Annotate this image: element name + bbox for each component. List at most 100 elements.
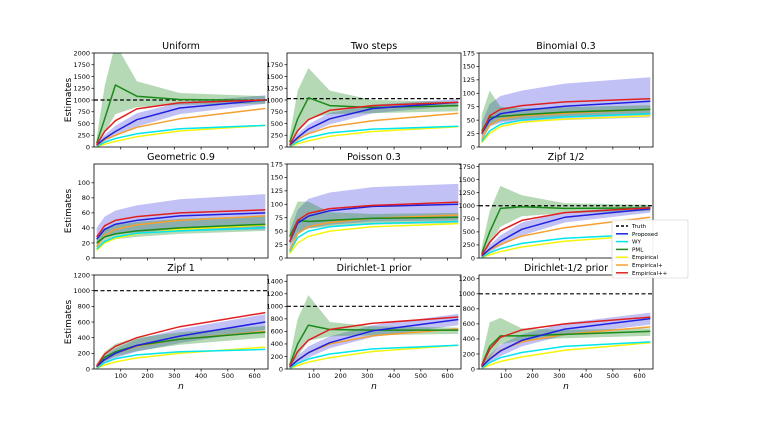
y-axis-label: Estimates (64, 299, 74, 344)
series-proposed (289, 101, 459, 146)
y-tick-label: 20 (82, 239, 90, 247)
y-tick-label: 75 (275, 214, 283, 222)
plot-frame (478, 274, 654, 370)
series-empirical (289, 222, 459, 255)
series-empirical (96, 224, 266, 252)
legend-label-empirical: Empirical+ (632, 263, 663, 269)
series-empirical (289, 112, 459, 147)
series-pml (481, 330, 651, 366)
y-tick-label: 500 (463, 228, 475, 236)
series-pml (96, 223, 266, 244)
series-wy (289, 344, 459, 369)
panel-zipf-1-2: Zipf 1/2 0 250 500 750 1000 1250 1500 1750 (458, 152, 654, 262)
x-tick-label: 400 (195, 372, 207, 380)
y-tick-label: 50 (467, 116, 475, 124)
legend-label-empirical: Empirical (632, 255, 658, 261)
y-tick-label: 600 (78, 318, 90, 326)
y-tick-label: 500 (78, 120, 90, 128)
band-pml (289, 295, 459, 368)
series-empirical (481, 234, 651, 258)
panel-title: Two steps (350, 41, 397, 52)
y-tick-label: 1400 (266, 278, 283, 286)
y-tick-label: 125 (463, 76, 475, 84)
series-empirical (289, 316, 459, 367)
y-tick-label: 200 (78, 350, 90, 358)
x-tick-label: 500 (222, 372, 234, 380)
y-tick-label: 150 (463, 63, 475, 71)
y-tick-label: 0 (471, 254, 475, 262)
y-tick-label: 1500 (73, 73, 90, 81)
series-wy (481, 341, 651, 369)
band-proposed (481, 77, 651, 139)
series-empirical (481, 97, 651, 134)
plot-area (287, 68, 461, 147)
panel-title: Dirichlet-1 prior (337, 263, 412, 274)
band-pml (96, 325, 266, 368)
y-tick-label: 250 (78, 132, 90, 140)
panel-poisson-0-3: Poisson 0.3 0 25 50 75 100 125 150 175 (271, 152, 462, 262)
series-empirical (96, 346, 266, 369)
legend-label-truth: Truth (631, 224, 647, 230)
series-empirical (96, 209, 266, 238)
series-empirical (289, 126, 459, 147)
x-tick-label: 100 (308, 372, 320, 380)
series-empirical (96, 124, 266, 147)
series-wy (289, 125, 459, 147)
legend-label-empirical: Empirical++ (632, 271, 668, 277)
x-tick-label: 400 (580, 372, 592, 380)
y-tick-label: 1000 (73, 96, 90, 104)
y-tick-label: 800 (463, 305, 475, 313)
y-tick-label: 0 (279, 254, 283, 262)
plot-area (94, 290, 268, 369)
y-tick-label: 250 (463, 241, 475, 249)
y-tick-label: 25 (467, 130, 475, 138)
y-tick-label: 1500 (266, 73, 283, 81)
y-tick-label: 1250 (458, 189, 475, 197)
y-tick-label: 0 (86, 254, 90, 262)
panel-geometric-0-9: Geometric 0.9 0 20 40 60 80 100 Estimates (64, 152, 269, 262)
legend-label-proposed: Proposed (632, 232, 658, 238)
plot-frame (93, 163, 269, 259)
plot-area (288, 183, 459, 255)
y-tick-label: 125 (271, 187, 283, 195)
x-tick-label: 600 (248, 372, 260, 380)
y-tick-label: 0 (279, 143, 283, 151)
series-proposed (96, 321, 266, 368)
y-tick-label: 0 (86, 365, 90, 373)
y-tick-label: 100 (271, 201, 283, 209)
legend-label-wy: WY (632, 240, 642, 246)
y-tick-label: 2000 (73, 49, 90, 57)
series-proposed (481, 317, 651, 368)
y-tick-label: 0 (471, 365, 475, 373)
y-tick-label: 0 (86, 143, 90, 151)
y-tick-label: 1200 (266, 290, 283, 298)
series-empirical (481, 115, 651, 144)
x-tick-label: 300 (553, 372, 565, 380)
plot-frame (478, 163, 654, 259)
series-proposed (481, 100, 651, 134)
y-axis-label: Estimates (64, 77, 74, 122)
panel-title: Dirichlet-1/2 prior (524, 263, 608, 274)
y-tick-label: 1750 (73, 61, 90, 69)
y-tick-label: 75 (467, 103, 475, 111)
y-tick-label: 1000 (266, 96, 283, 104)
y-tick-label: 1000 (266, 303, 283, 311)
plot-frame (478, 52, 654, 148)
band-proposed (289, 313, 459, 369)
y-tick-label: 600 (463, 320, 475, 328)
y-tick-label: 1500 (458, 176, 475, 184)
x-tick-label: 600 (441, 372, 453, 380)
series-empirical (481, 207, 651, 256)
series-wy (96, 227, 266, 250)
legend-box (611, 219, 689, 279)
x-tick-label: 500 (607, 372, 619, 380)
y-tick-label: 500 (271, 120, 283, 128)
y-tick-label: 400 (271, 340, 283, 348)
x-tick-label: 200 (141, 372, 153, 380)
y-tick-label: 100 (463, 90, 475, 98)
series-empirical (288, 201, 459, 243)
panel-title: Poisson 0.3 (347, 152, 401, 163)
panel-title: Zipf 1 (167, 263, 195, 274)
y-tick-label: 50 (275, 227, 283, 235)
series-proposed (481, 208, 651, 257)
